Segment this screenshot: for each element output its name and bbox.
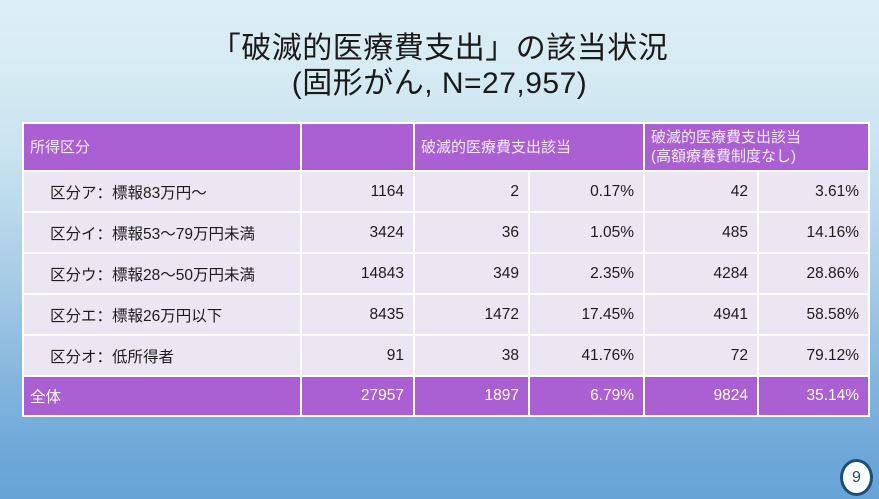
row-label: 区分オ：低所得者: [22, 334, 302, 377]
table-row-bracket-u: 区分ウ：標報28～50万円未満 14843 349 2.35% 4284 28.…: [22, 252, 871, 295]
row-pct-che-nosystem: 79.12%: [757, 334, 871, 377]
row-count-che-nosystem: 4941: [643, 293, 760, 336]
total-count-che-nosystem: 9824: [643, 375, 760, 417]
row-label: 区分エ：標報26万円以下: [22, 293, 302, 336]
header-che-no-system-line1: 破滅的医療費支出該当: [651, 129, 802, 146]
total-label: 全体: [22, 375, 302, 417]
total-pct-che: 6.79%: [527, 375, 646, 417]
row-pct-che: 1.05%: [527, 211, 646, 254]
row-pct-che-nosystem: 28.86%: [757, 252, 871, 295]
page-number-badge: 9: [840, 459, 873, 496]
row-count-che: 36: [413, 211, 530, 254]
table-row-bracket-i: 区分イ：標報53～79万円未満 3424 36 1.05% 485 14.16%: [22, 211, 871, 254]
table-row-bracket-e: 区分エ：標報26万円以下 8435 1472 17.45% 4941 58.58…: [22, 293, 871, 336]
row-pct-che-nosystem: 58.58%: [757, 293, 871, 336]
row-count-che: 2: [413, 170, 530, 213]
row-count-che: 1472: [413, 293, 530, 336]
slide-title-line1: 「破滅的医療費支出」の該当状況: [210, 32, 669, 65]
row-pct-che: 2.35%: [527, 252, 646, 295]
slide-title-line2: (固形がん, N=27,957): [291, 67, 588, 100]
row-count-che-nosystem: 4284: [643, 252, 760, 295]
row-count-che-nosystem: 72: [643, 334, 760, 377]
row-n: 3424: [300, 211, 415, 254]
row-label: 区分イ：標報53～79万円未満: [22, 211, 302, 254]
row-pct-che: 17.45%: [527, 293, 646, 336]
row-count-che-nosystem: 42: [643, 170, 760, 213]
page-number: 9: [852, 468, 861, 486]
row-pct-che-nosystem: 14.16%: [757, 211, 871, 254]
header-n-blank: [300, 122, 415, 172]
row-count-che: 38: [413, 334, 530, 377]
header-income-category: 所得区分: [22, 122, 302, 172]
total-n: 27957: [300, 375, 415, 417]
row-count-che-nosystem: 485: [643, 211, 760, 254]
catastrophic-expenditure-table: 所得区分 破滅的医療費支出該当 破滅的医療費支出該当 (高額療養費制度なし) 区…: [22, 122, 871, 417]
table-total-row: 全体 27957 1897 6.79% 9824 35.14%: [22, 375, 871, 417]
row-pct-che: 41.76%: [527, 334, 646, 377]
row-n: 91: [300, 334, 415, 377]
header-che: 破滅的医療費支出該当: [412, 122, 646, 172]
row-n: 14843: [300, 252, 415, 295]
row-pct-che-nosystem: 3.61%: [757, 170, 871, 213]
header-che-no-system: 破滅的医療費支出該当 (高額療養費制度なし): [643, 122, 871, 172]
row-n: 1164: [300, 170, 415, 213]
row-pct-che: 0.17%: [527, 170, 646, 213]
row-count-che: 349: [413, 252, 530, 295]
table-header-row: 所得区分 破滅的医療費支出該当 破滅的医療費支出該当 (高額療養費制度なし): [22, 122, 871, 172]
header-che-no-system-line2: (高額療養費制度なし): [651, 148, 797, 165]
total-pct-che-nosystem: 35.14%: [757, 375, 871, 417]
row-n: 8435: [300, 293, 415, 336]
table-row-bracket-a: 区分ア：標報83万円～ 1164 2 0.17% 42 3.61%: [22, 170, 871, 213]
row-label: 区分ウ：標報28～50万円未満: [22, 252, 302, 295]
total-count-che: 1897: [413, 375, 530, 417]
slide-title: 「破滅的医療費支出」の該当状況 (固形がん, N=27,957): [0, 31, 879, 101]
row-label: 区分ア：標報83万円～: [22, 170, 302, 213]
table-row-bracket-o: 区分オ：低所得者 91 38 41.76% 72 79.12%: [22, 334, 871, 377]
